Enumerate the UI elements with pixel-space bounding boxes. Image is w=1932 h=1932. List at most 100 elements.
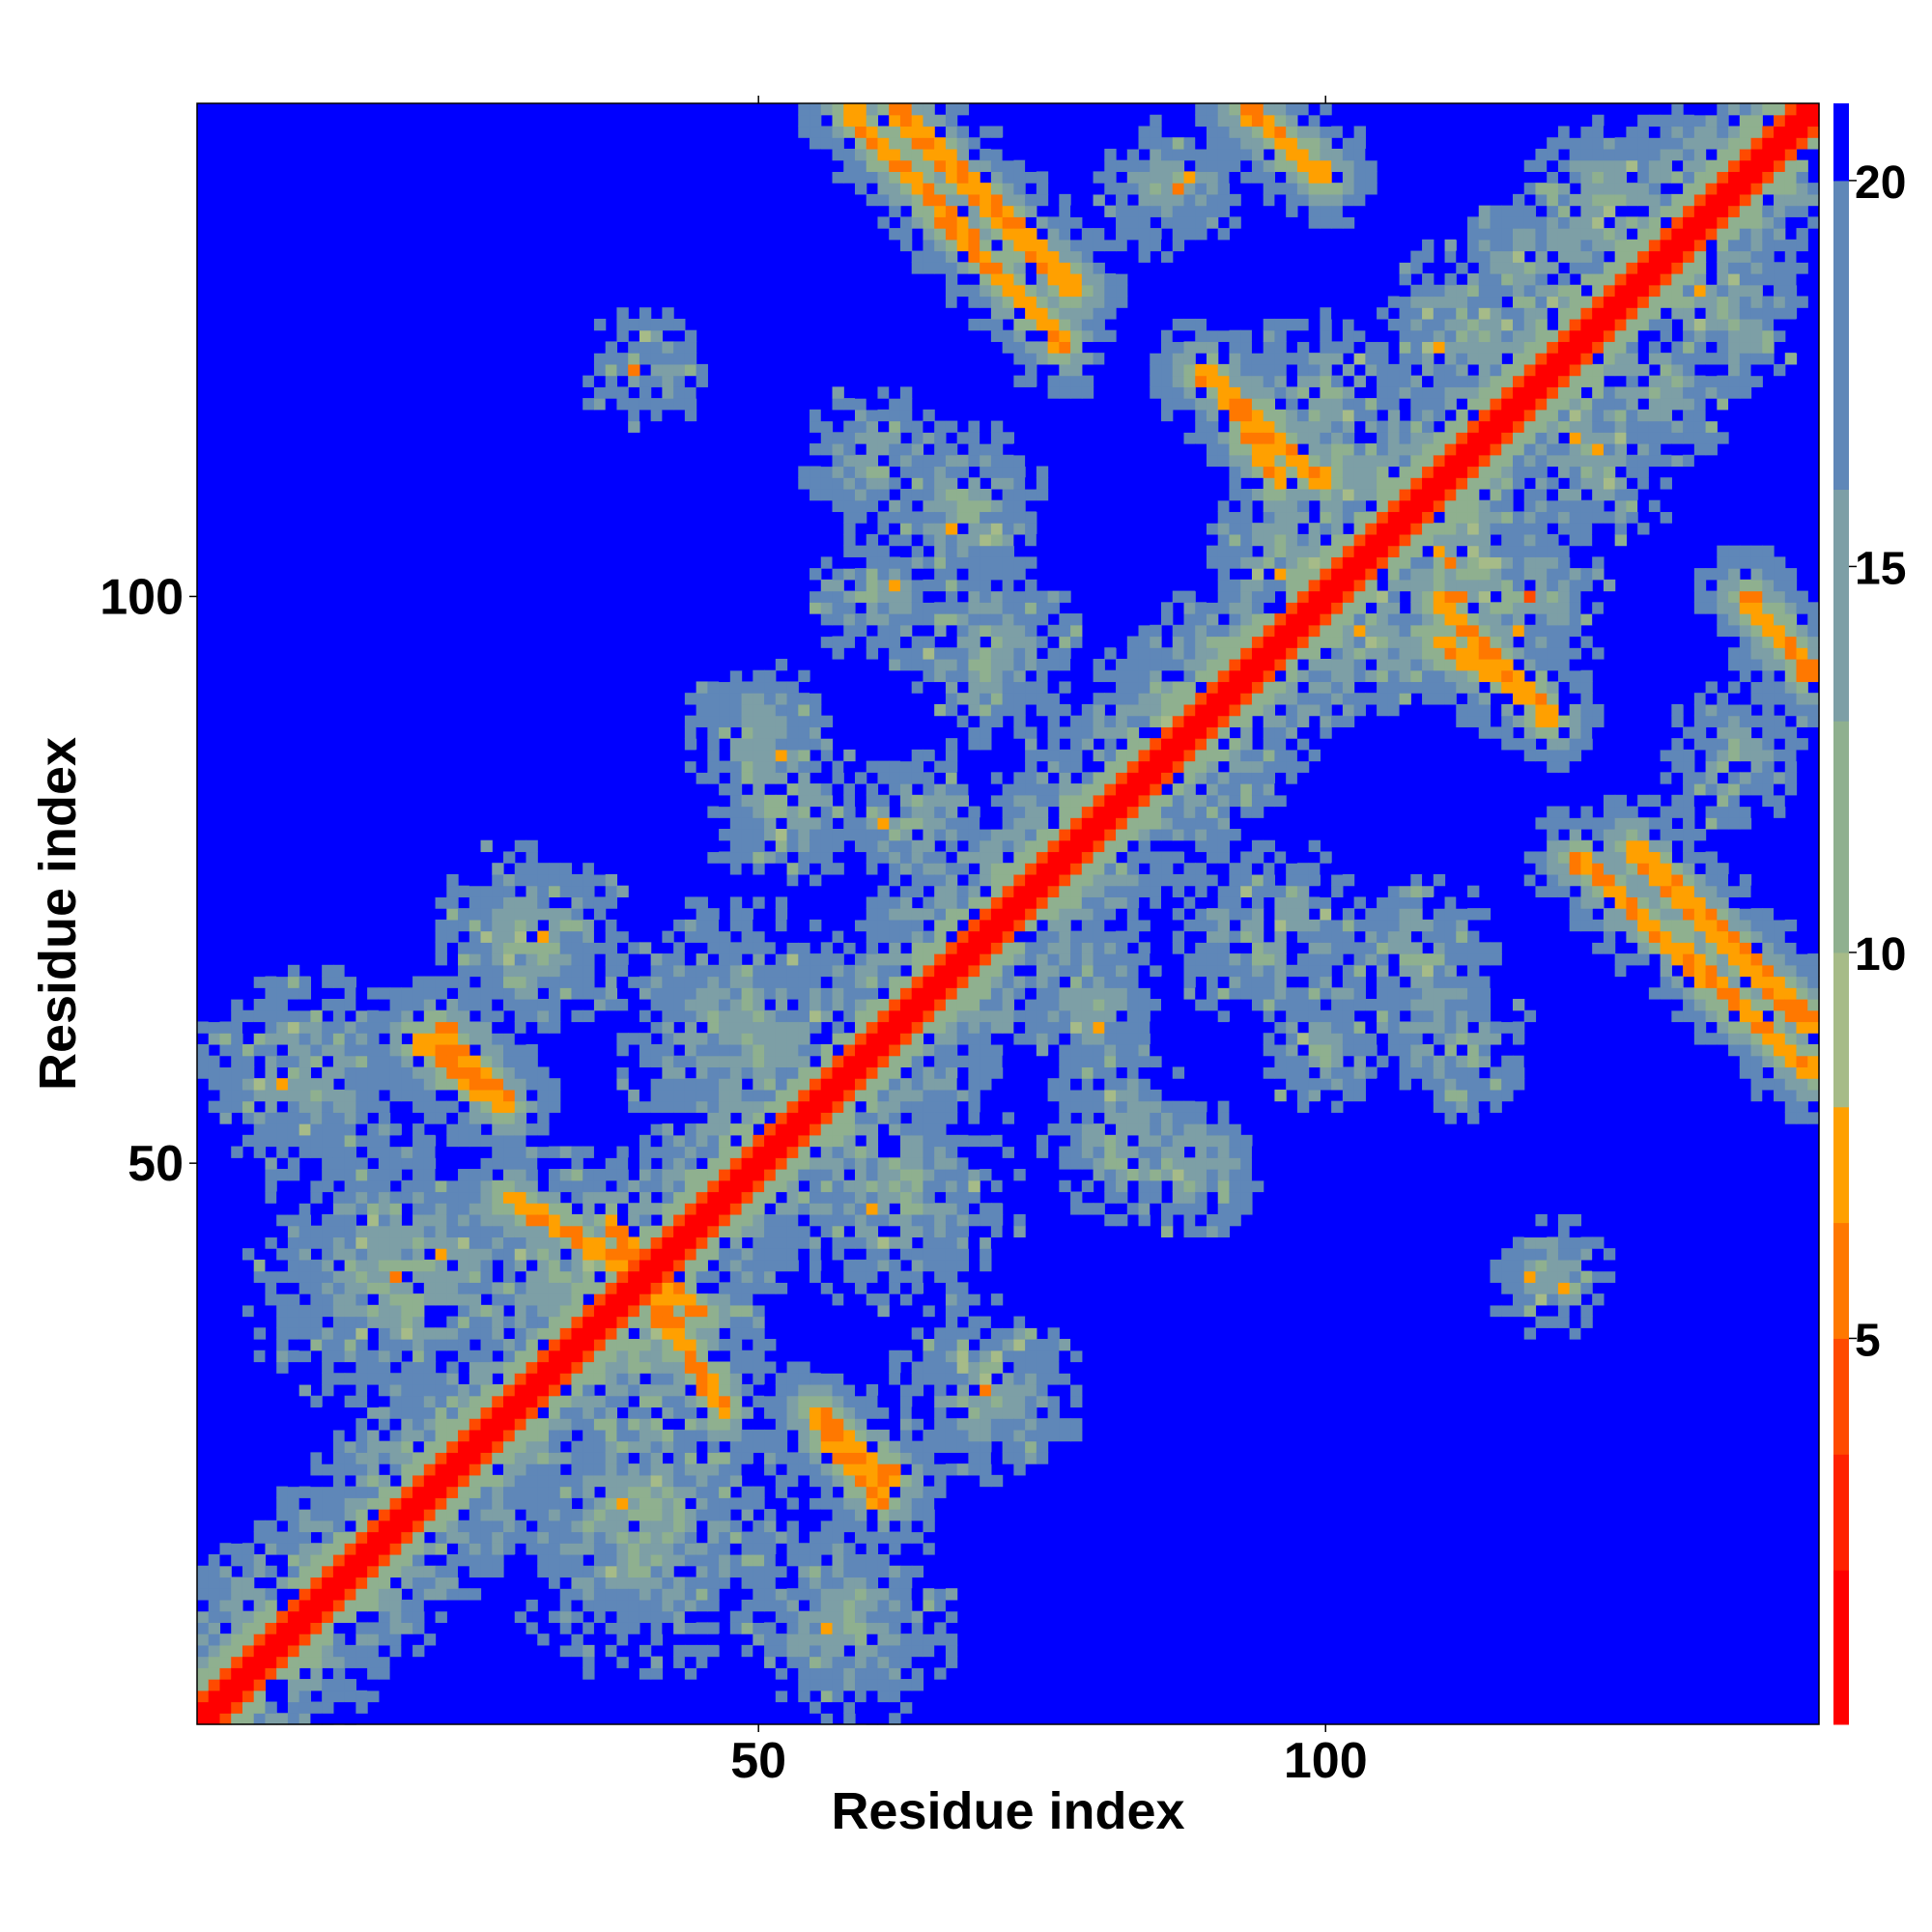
heatmap-cell	[889, 511, 901, 524]
heatmap-cell	[934, 1100, 947, 1113]
heatmap-cell	[889, 1463, 901, 1476]
heatmap-cell	[877, 1474, 890, 1488]
heatmap-cell	[786, 1565, 799, 1578]
heatmap-cell	[1036, 681, 1049, 694]
heatmap-cell	[446, 1383, 459, 1397]
heatmap-cell	[889, 126, 901, 138]
heatmap-cell	[980, 1009, 992, 1023]
heatmap-cell	[696, 1474, 708, 1488]
heatmap-cell	[503, 976, 516, 988]
heatmap-cell	[1013, 1350, 1026, 1363]
heatmap-cell	[389, 1610, 402, 1623]
heatmap-cell	[423, 1440, 437, 1453]
heatmap-cell	[605, 1383, 618, 1397]
heatmap-cell	[1025, 1316, 1037, 1328]
heatmap-cell	[945, 1259, 958, 1272]
heatmap-cell	[980, 1350, 992, 1363]
heatmap-cell	[1002, 1134, 1014, 1148]
heatmap-cell	[503, 1157, 516, 1170]
heatmap-cell	[719, 703, 731, 717]
heatmap-cell	[775, 1270, 788, 1283]
heatmap-cell	[956, 1259, 969, 1272]
heatmap-cell	[719, 1452, 731, 1464]
heatmap-cell	[593, 1553, 607, 1567]
heatmap-cell	[582, 1452, 595, 1464]
heatmap-cell	[435, 1486, 447, 1498]
heatmap-cell	[729, 976, 743, 988]
heatmap-cell	[537, 1213, 550, 1227]
heatmap-cell	[934, 159, 947, 172]
heatmap-cell	[684, 1599, 697, 1612]
heatmap-cell	[276, 1316, 289, 1328]
heatmap-cell	[899, 794, 913, 808]
heatmap-cell	[866, 1033, 879, 1045]
heatmap-cell	[899, 613, 913, 626]
heatmap-cell	[298, 1610, 312, 1623]
heatmap-cell	[616, 1610, 629, 1623]
heatmap-cell	[923, 1543, 935, 1555]
heatmap-cell	[423, 1406, 437, 1419]
heatmap-cell	[469, 1282, 482, 1294]
heatmap-cell	[899, 1009, 913, 1023]
heatmap-cell	[548, 1248, 561, 1261]
heatmap-cell	[684, 1531, 697, 1544]
heatmap-cell	[899, 443, 913, 456]
heatmap-cell	[934, 1395, 947, 1408]
heatmap-cell	[1013, 318, 1026, 331]
heatmap-cell	[423, 1339, 437, 1351]
heatmap-cell	[639, 1304, 652, 1318]
heatmap-cell	[934, 976, 947, 988]
heatmap-cell	[1013, 183, 1026, 195]
heatmap-cell	[242, 1066, 255, 1079]
heatmap-cell	[265, 1248, 277, 1261]
heatmap-cell	[1013, 568, 1026, 581]
heatmap-cell	[684, 1033, 697, 1045]
heatmap-cell	[593, 1610, 607, 1623]
heatmap-cell	[298, 1146, 312, 1158]
heatmap-cell	[673, 1236, 686, 1249]
heatmap-cell	[877, 171, 890, 184]
heatmap-cell	[378, 1236, 391, 1249]
heatmap-cell	[707, 1463, 720, 1476]
heatmap-cell	[899, 556, 913, 569]
heatmap-cell	[571, 1463, 583, 1476]
heatmap-cell	[923, 477, 935, 490]
heatmap-cell	[810, 1191, 822, 1204]
heatmap-cell	[208, 1622, 221, 1634]
heatmap-cell	[934, 828, 947, 841]
heatmap-cell	[729, 1577, 743, 1589]
heatmap-cell	[480, 987, 493, 1000]
heatmap-cell	[696, 896, 708, 909]
heatmap-cell	[1013, 1009, 1026, 1023]
heatmap-cell	[469, 896, 482, 909]
heatmap-cell	[378, 1452, 391, 1464]
heatmap-cell	[253, 1146, 267, 1158]
heatmap-cell	[889, 1440, 901, 1453]
heatmap-cell	[344, 1169, 356, 1181]
heatmap-cell	[1036, 590, 1049, 603]
heatmap-cell	[298, 1520, 312, 1533]
heatmap-cell	[639, 1339, 652, 1351]
heatmap-cell	[662, 1282, 674, 1294]
heatmap-cell	[446, 885, 459, 897]
heatmap-cell	[990, 658, 1004, 671]
heatmap-cell	[934, 942, 947, 954]
heatmap-cell	[786, 1259, 799, 1272]
heatmap-cell	[956, 715, 969, 727]
heatmap-cell	[253, 1112, 267, 1124]
heatmap-cell	[616, 1339, 629, 1351]
heatmap-cell	[854, 1577, 867, 1589]
heatmap-cell	[355, 1157, 368, 1170]
heatmap-cell	[322, 1327, 334, 1340]
heatmap-cell	[877, 1406, 890, 1419]
heatmap-cell	[492, 1486, 504, 1498]
heatmap-cell	[480, 1383, 493, 1397]
heatmap-cell	[492, 1203, 504, 1215]
heatmap-cell	[934, 1248, 947, 1261]
heatmap-cell	[650, 1236, 663, 1249]
heatmap-cell	[843, 443, 856, 456]
heatmap-cell	[650, 1553, 663, 1567]
heatmap-cell	[503, 1146, 516, 1158]
heatmap-cell	[980, 693, 992, 705]
heatmap-cell	[945, 738, 958, 751]
